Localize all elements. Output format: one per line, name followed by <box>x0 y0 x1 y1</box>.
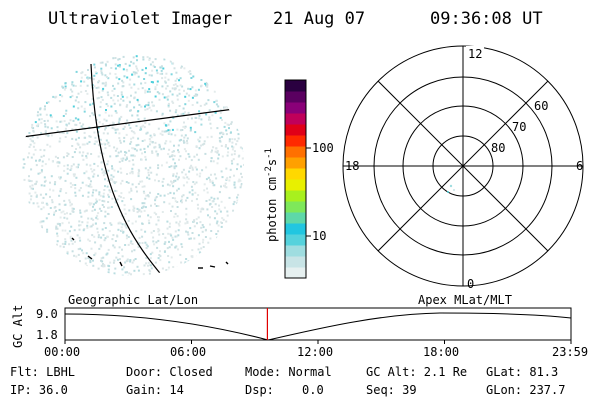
gc-alt-right-label: Apex MLat/MLT <box>418 293 512 307</box>
info-footer: Flt: LBHL IP: 36.0 Door: Closed Gain: 14… <box>10 365 565 397</box>
gc-alt-xtick-0600: 06:00 <box>170 345 206 359</box>
gc-alt-ylabel: GC Alt <box>11 305 25 348</box>
colorbar-tick-label-10: 10 <box>312 229 326 243</box>
gc-alt-xticks <box>64 340 572 344</box>
colorbar-block <box>285 201 306 213</box>
observation-time: 09:36:08 UT <box>430 9 543 29</box>
info-glat: GLat: 81.3 <box>486 365 558 379</box>
gc-alt-ytick-min: 1.8 <box>36 328 58 342</box>
colorbar-tick-label-100: 100 <box>312 141 334 155</box>
polar-mlt-plot <box>342 45 584 287</box>
colorbar: 100 10 photon cm-2s-1 <box>264 79 334 279</box>
colorbar-block <box>285 91 306 103</box>
gc-alt-xtick-2359: 23:59 <box>552 345 588 359</box>
info-glon: GLon: 237.7 <box>486 383 565 397</box>
colorbar-block <box>285 146 306 158</box>
polar-speckle <box>447 184 455 193</box>
uv-image-panel <box>22 55 244 276</box>
polar-diagonal-2 <box>377 80 549 252</box>
polar-label-0: 0 <box>467 277 474 291</box>
colorbar-block <box>285 223 306 235</box>
colorbar-block <box>285 267 306 279</box>
colorbar-block <box>285 124 306 136</box>
gc-alt-xtick-1200: 12:00 <box>297 345 333 359</box>
colorbar-gradient <box>285 80 306 279</box>
colorbar-block <box>285 256 306 268</box>
gc-alt-plot: Geographic Lat/Lon Apex MLat/MLT GC Alt … <box>11 293 588 359</box>
colorbar-block <box>285 135 306 147</box>
gc-alt-xtick-0000: 00:00 <box>44 345 80 359</box>
polar-lat-label-60: 60 <box>534 99 548 113</box>
info-door: Door: Closed <box>126 365 213 379</box>
colorbar-block <box>285 80 306 92</box>
info-gc-alt: GC Alt: 2.1 Re <box>366 365 467 379</box>
gc-alt-frame <box>64 307 572 341</box>
colorbar-frame <box>284 79 307 279</box>
colorbar-block <box>285 245 306 257</box>
polar-label-6: 6 <box>576 159 583 173</box>
latitude-line <box>22 107 243 138</box>
uv-image-speckle <box>22 55 244 276</box>
dark-edge-ticks <box>71 237 229 269</box>
info-gain: Gain: 14 <box>126 383 184 397</box>
instrument-title: Ultraviolet Imager <box>48 9 232 29</box>
polar-lat-label-80: 80 <box>491 141 505 155</box>
info-ip: IP: 36.0 <box>10 383 68 397</box>
info-mode: Mode: Normal <box>245 365 332 379</box>
gc-alt-xtick-1800: 18:00 <box>423 345 459 359</box>
info-filter: Flt: LBHL <box>10 365 75 379</box>
colorbar-unit-label: photon cm-2s-1 <box>264 148 279 242</box>
colorbar-block <box>285 102 306 114</box>
colorbar-block <box>285 179 306 191</box>
colorbar-block <box>285 168 306 180</box>
colorbar-block <box>285 212 306 224</box>
colorbar-block <box>285 113 306 125</box>
polar-label-12: 12 <box>468 47 482 61</box>
info-dsp-value: 0.0 <box>302 383 324 397</box>
info-seq: Seq: 39 <box>366 383 417 397</box>
longitude-line <box>90 63 171 276</box>
polar-label-18: 18 <box>345 159 359 173</box>
polar-lat-label-70: 70 <box>512 120 526 134</box>
gc-alt-ytick-max: 9.0 <box>36 307 58 321</box>
gc-alt-left-label: Geographic Lat/Lon <box>68 293 198 307</box>
colorbar-block <box>285 157 306 169</box>
colorbar-block <box>285 234 306 246</box>
info-dsp-label: Dsp: <box>245 383 274 397</box>
observation-date: 21 Aug 07 <box>273 9 365 29</box>
gc-alt-curve <box>64 312 572 341</box>
colorbar-block <box>285 190 306 202</box>
